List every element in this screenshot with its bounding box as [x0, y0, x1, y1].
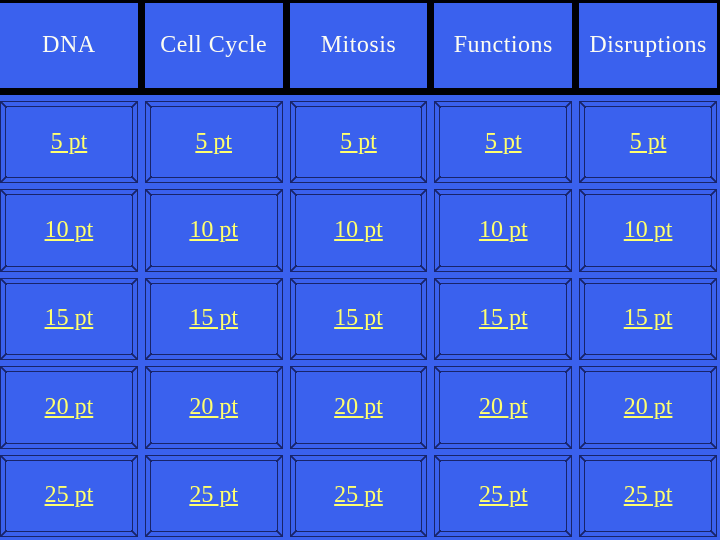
clue-cell-r2c4[interactable]: 10 pt	[434, 189, 573, 272]
clue-link[interactable]: 20 pt	[44, 393, 94, 420]
clue-cell-r4c3[interactable]: 20 pt	[289, 366, 428, 449]
clue-cell-r4c2[interactable]: 20 pt	[144, 366, 283, 449]
clue-link[interactable]: 20 pt	[478, 393, 528, 420]
clue-link[interactable]: 20 pt	[334, 393, 383, 420]
clue-cell-r3c1[interactable]: 15 pt	[0, 277, 138, 361]
clue-link[interactable]: 5 pt	[484, 128, 522, 155]
clue-cell-r4c5[interactable]: 20 pt	[579, 366, 717, 449]
category-header-dna: DNA	[0, 3, 138, 88]
clue-cell-r2c5[interactable]: 10 pt	[579, 189, 717, 272]
clue-cell-r4c1[interactable]: 20 pt	[0, 366, 138, 449]
clue-cell-r4c4[interactable]: 20 pt	[434, 366, 573, 449]
clue-cell-r3c2[interactable]: 15 pt	[144, 277, 283, 361]
clue-link[interactable]: 25 pt	[334, 482, 383, 509]
clue-cell-r1c4[interactable]: 5 pt	[434, 101, 573, 184]
clue-link[interactable]: 25 pt	[623, 482, 673, 509]
clue-link[interactable]: 10 pt	[478, 217, 528, 244]
clue-cell-r3c3[interactable]: 15 pt	[289, 277, 428, 361]
category-label: Disruptions	[589, 32, 707, 58]
clue-cell-r3c5[interactable]: 15 pt	[579, 277, 717, 361]
clue-link[interactable]: 25 pt	[189, 482, 239, 509]
clue-cell-r2c1[interactable]: 10 pt	[0, 189, 138, 272]
clue-cell-r5c5[interactable]: 25 pt	[579, 454, 717, 537]
clue-link[interactable]: 25 pt	[478, 482, 528, 509]
category-header-mitosis: Mitosis	[289, 3, 428, 88]
clue-link[interactable]: 5 pt	[195, 128, 233, 155]
clue-link[interactable]: 15 pt	[623, 305, 673, 332]
category-header-cell-cycle: Cell Cycle	[144, 3, 283, 88]
clue-cell-r1c1[interactable]: 5 pt	[0, 101, 138, 184]
clue-link[interactable]: 5 pt	[340, 128, 377, 155]
clue-cell-r1c3[interactable]: 5 pt	[289, 101, 428, 184]
clue-link[interactable]: 25 pt	[44, 482, 94, 509]
clue-link[interactable]: 10 pt	[44, 217, 94, 244]
category-header-functions: Functions	[434, 3, 573, 88]
clue-cell-r2c2[interactable]: 10 pt	[144, 189, 283, 272]
clue-link[interactable]: 10 pt	[623, 217, 673, 244]
clue-cell-r5c1[interactable]: 25 pt	[0, 454, 138, 537]
clue-link[interactable]: 5 pt	[629, 128, 667, 155]
clue-link[interactable]: 5 pt	[50, 128, 88, 155]
category-label: Cell Cycle	[160, 32, 268, 58]
clue-cell-r3c4[interactable]: 15 pt	[434, 277, 573, 361]
clue-link[interactable]: 20 pt	[623, 393, 673, 420]
clue-link[interactable]: 10 pt	[334, 217, 383, 244]
clue-cell-r1c5[interactable]: 5 pt	[579, 101, 717, 184]
clue-link[interactable]: 15 pt	[44, 305, 94, 332]
clue-cell-r5c4[interactable]: 25 pt	[434, 454, 573, 537]
category-label: DNA	[42, 32, 96, 58]
clue-link[interactable]: 10 pt	[189, 217, 239, 244]
category-label: Mitosis	[320, 32, 397, 58]
clue-cell-r5c3[interactable]: 25 pt	[289, 454, 428, 537]
category-label: Functions	[453, 32, 553, 58]
clue-link[interactable]: 15 pt	[478, 305, 528, 332]
clue-cell-r1c2[interactable]: 5 pt	[144, 101, 283, 184]
clue-cell-r5c2[interactable]: 25 pt	[144, 454, 283, 537]
clue-link[interactable]: 20 pt	[189, 393, 239, 420]
category-header-disruptions: Disruptions	[579, 3, 717, 88]
clue-cell-r2c3[interactable]: 10 pt	[289, 189, 428, 272]
clue-link[interactable]: 15 pt	[189, 305, 239, 332]
clue-link[interactable]: 15 pt	[334, 305, 383, 332]
